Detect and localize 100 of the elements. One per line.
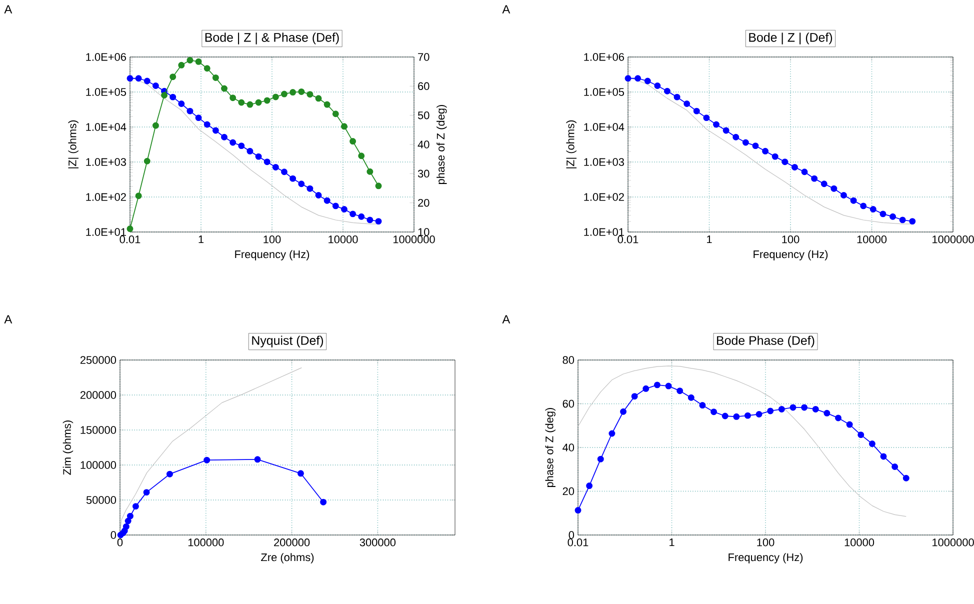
y2-tick-label: 20: [418, 198, 430, 207]
point: [665, 382, 672, 390]
point: [350, 210, 356, 218]
y-tick-label: 0: [568, 531, 574, 539]
point: [624, 75, 632, 82]
point: [850, 197, 857, 204]
x-axis-title: Frequency (Hz): [235, 250, 310, 260]
y2-tick-label: 10: [418, 228, 430, 236]
point: [298, 180, 305, 188]
point: [693, 108, 700, 114]
point: [767, 408, 774, 414]
y-tick-label: 50000: [86, 496, 116, 504]
y-tick-label: 1.0E+06: [584, 53, 624, 61]
y2-tick-label: 40: [418, 140, 430, 148]
y-tick-label: 80: [562, 356, 574, 364]
y-tick-label: 0: [110, 531, 116, 539]
point: [756, 411, 762, 418]
y-tick-label: 1.0E+02: [584, 193, 624, 201]
point: [801, 404, 808, 411]
point: [674, 94, 680, 100]
point: [902, 474, 910, 482]
point: [722, 412, 728, 420]
point: [597, 456, 604, 462]
point: [166, 470, 173, 478]
point: [812, 406, 819, 412]
point: [811, 175, 818, 182]
point: [122, 523, 130, 530]
point: [272, 164, 279, 170]
point: [899, 216, 906, 224]
y-tick-label: 150000: [80, 426, 116, 434]
point: [320, 498, 327, 506]
point: [144, 78, 150, 84]
point: [212, 127, 219, 134]
point: [880, 210, 886, 218]
point: [762, 148, 769, 154]
y-tick-label: 1.0E+01: [86, 228, 126, 236]
point: [204, 456, 210, 464]
y2-tick-label: 50: [418, 111, 430, 120]
point: [221, 134, 228, 140]
y-tick-label: 1.0E+05: [584, 88, 624, 96]
y-axis-title: |Z| (ohms): [68, 120, 79, 168]
y-axis-title: phase of Z (deg): [545, 408, 556, 488]
y-tick-label: 1.0E+03: [86, 158, 126, 166]
x-axis-title: Zre (ohms): [261, 553, 314, 564]
point: [340, 206, 348, 213]
point: [124, 518, 132, 524]
point: [699, 402, 706, 409]
y-tick-label: 1.0E+03: [584, 158, 624, 166]
point: [880, 453, 887, 460]
point: [710, 408, 718, 416]
point: [858, 432, 864, 438]
chart-title: Nyquist (Def): [252, 336, 324, 348]
y2-tick-label: 30: [418, 170, 430, 178]
y2-axis-title: phase of Z (deg): [436, 104, 447, 184]
x-tick-label: 0.01: [618, 236, 638, 244]
point: [644, 78, 651, 84]
y-tick-label: 250000: [80, 356, 116, 364]
point: [676, 388, 684, 394]
point: [909, 218, 916, 225]
point: [135, 75, 142, 82]
point: [654, 382, 660, 388]
point: [375, 218, 382, 225]
x-tick-label: 100: [264, 236, 281, 244]
point: [790, 404, 796, 411]
point: [801, 168, 808, 176]
point: [744, 412, 751, 419]
point: [890, 213, 896, 220]
point: [631, 393, 638, 400]
point: [846, 421, 853, 428]
point: [178, 100, 185, 108]
point: [732, 134, 740, 140]
x-tick-label: 100000: [188, 538, 224, 546]
point: [255, 153, 262, 160]
point: [733, 413, 740, 420]
x-tick-label: 1000000: [932, 538, 974, 546]
point: [366, 216, 374, 224]
point: [574, 507, 582, 514]
point: [791, 164, 798, 170]
point: [132, 503, 139, 510]
y-tick-label: 1.0E+01: [584, 228, 624, 236]
point: [778, 406, 785, 412]
point: [654, 82, 661, 89]
x-tick-label: 0.01: [120, 236, 140, 244]
y-tick-label: 1.0E+04: [86, 123, 126, 131]
x-tick-label: 200000: [274, 538, 310, 546]
point: [870, 206, 876, 213]
point: [315, 192, 322, 199]
x-tick-label: 1000000: [394, 236, 435, 244]
y2-tick-label: 60: [418, 82, 430, 90]
point: [246, 148, 254, 154]
point: [684, 100, 690, 108]
x-tick-label: 10000: [328, 236, 358, 244]
y-tick-label: 100000: [80, 461, 116, 469]
point: [290, 175, 296, 182]
point: [126, 75, 134, 82]
text: A: [502, 315, 510, 324]
point: [688, 394, 694, 401]
y-axis-title: Zim (ohms): [62, 420, 74, 475]
x-tick-label: 100: [782, 236, 800, 244]
point: [835, 414, 842, 422]
